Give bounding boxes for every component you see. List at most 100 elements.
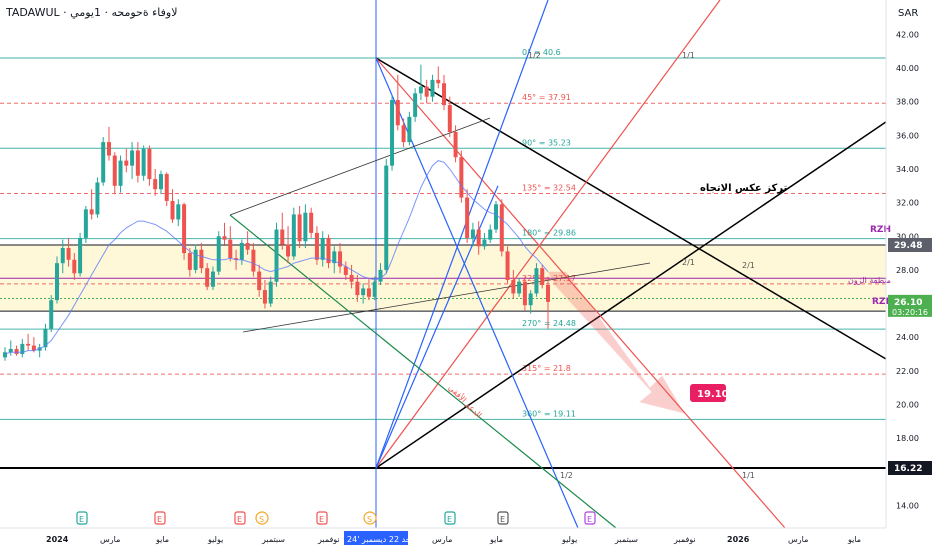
fan-label-0: 1/2 — [528, 51, 541, 60]
fan-label-1: 1/1 — [682, 51, 695, 60]
candle — [112, 155, 117, 186]
candle — [280, 229, 285, 245]
candle — [83, 209, 88, 238]
candle — [465, 197, 470, 238]
countdown-value: 03:20:16 — [892, 308, 928, 317]
rzh-price-value: 29.48 — [894, 241, 922, 251]
candle — [130, 150, 135, 166]
candle — [349, 274, 354, 282]
candle — [153, 179, 158, 190]
candle — [268, 281, 273, 304]
candle — [262, 290, 267, 304]
event-marker — [234, 511, 246, 525]
event-marker-label: E — [157, 515, 162, 524]
candle — [234, 258, 239, 260]
candle — [210, 271, 215, 287]
time-label: سبتمبر — [261, 535, 285, 544]
event-marker-label: E — [319, 515, 324, 524]
candle — [245, 242, 250, 250]
projection-arrow — [547, 271, 686, 414]
candle — [101, 142, 106, 183]
time-label: 2026 — [727, 535, 750, 544]
last-price-value: 26.10 — [894, 298, 922, 308]
candle — [517, 281, 522, 294]
event-marker-label: E — [79, 515, 84, 524]
time-label: نوفمبر — [317, 535, 340, 544]
candle — [205, 268, 210, 287]
candle — [309, 212, 314, 233]
candle — [199, 249, 204, 269]
candle — [401, 125, 406, 143]
currency-label[interactable]: SAR — [898, 8, 919, 19]
candle — [147, 148, 152, 180]
candle — [60, 248, 65, 264]
chart-title: TADAWUL · لاوفاء ةحومحه · 1يومي — [6, 6, 177, 19]
instrument-name: · لاوفاء ةحومحه · — [63, 6, 178, 19]
time-label: سبتمبر — [614, 535, 638, 544]
level-label-3: 135° = 32.54 — [522, 184, 576, 193]
interval: 1يومي — [70, 6, 101, 19]
zone-low-label: RZL — [872, 297, 891, 307]
time-label: يوليو — [561, 535, 577, 544]
candle — [14, 348, 19, 354]
candle — [459, 157, 464, 198]
candle — [442, 83, 447, 106]
candle — [528, 293, 533, 306]
event-marker-label: E — [587, 515, 592, 524]
candle — [274, 229, 279, 282]
event-marker-label: E — [447, 515, 452, 524]
price-tick-label: 38.00 — [896, 98, 919, 107]
level-label-8: 360° = 19.11 — [522, 409, 576, 418]
candle — [326, 237, 331, 264]
candle — [8, 348, 13, 353]
fan-label-4: 1/2 — [560, 471, 573, 480]
candle — [320, 237, 325, 260]
price-tick-label: 36.00 — [896, 131, 919, 140]
candle — [303, 212, 308, 242]
candle — [286, 244, 291, 257]
candle — [482, 239, 487, 247]
level-label-2: 90° = 35.23 — [522, 138, 571, 147]
time-label: 2024 — [46, 535, 69, 544]
moving-average-line — [4, 160, 549, 355]
time-label: مايو — [847, 535, 861, 544]
time-label: يوليو — [207, 535, 223, 544]
support-price-value: 16.22 — [894, 464, 922, 474]
candle — [505, 251, 510, 280]
candle — [26, 343, 31, 346]
event-marker-label: E — [237, 515, 242, 524]
fan-line-red-up — [375, 0, 721, 469]
price-tick-label: 14.00 — [896, 501, 919, 510]
candle — [72, 259, 77, 274]
price-tick-label: 22.00 — [896, 367, 919, 376]
candle — [251, 249, 256, 272]
fan-line-black-up — [375, 121, 887, 469]
candle — [430, 79, 435, 97]
candle — [239, 242, 244, 260]
candle — [499, 204, 504, 252]
candle — [418, 86, 423, 94]
date-badge — [344, 531, 408, 545]
trend-line-upper — [229, 117, 491, 216]
price-tick-label: 24.00 — [896, 333, 919, 342]
candle — [407, 116, 412, 143]
candle — [228, 239, 233, 259]
event-marker — [584, 511, 596, 525]
candle — [187, 253, 192, 270]
candle — [158, 174, 163, 190]
candle — [384, 165, 389, 270]
candle — [522, 281, 527, 306]
annotation-fan: الدعم الأفقي — [447, 382, 484, 419]
price-tick-label: 32.00 — [896, 199, 919, 208]
candle — [193, 249, 198, 270]
candle — [49, 300, 54, 329]
fan-line-blue-up — [375, 0, 549, 469]
candle — [54, 263, 59, 301]
fan-label-3: 2/1 — [742, 261, 755, 270]
candle — [540, 268, 545, 286]
candle — [338, 251, 343, 267]
candle — [511, 279, 516, 294]
candle — [291, 214, 296, 257]
